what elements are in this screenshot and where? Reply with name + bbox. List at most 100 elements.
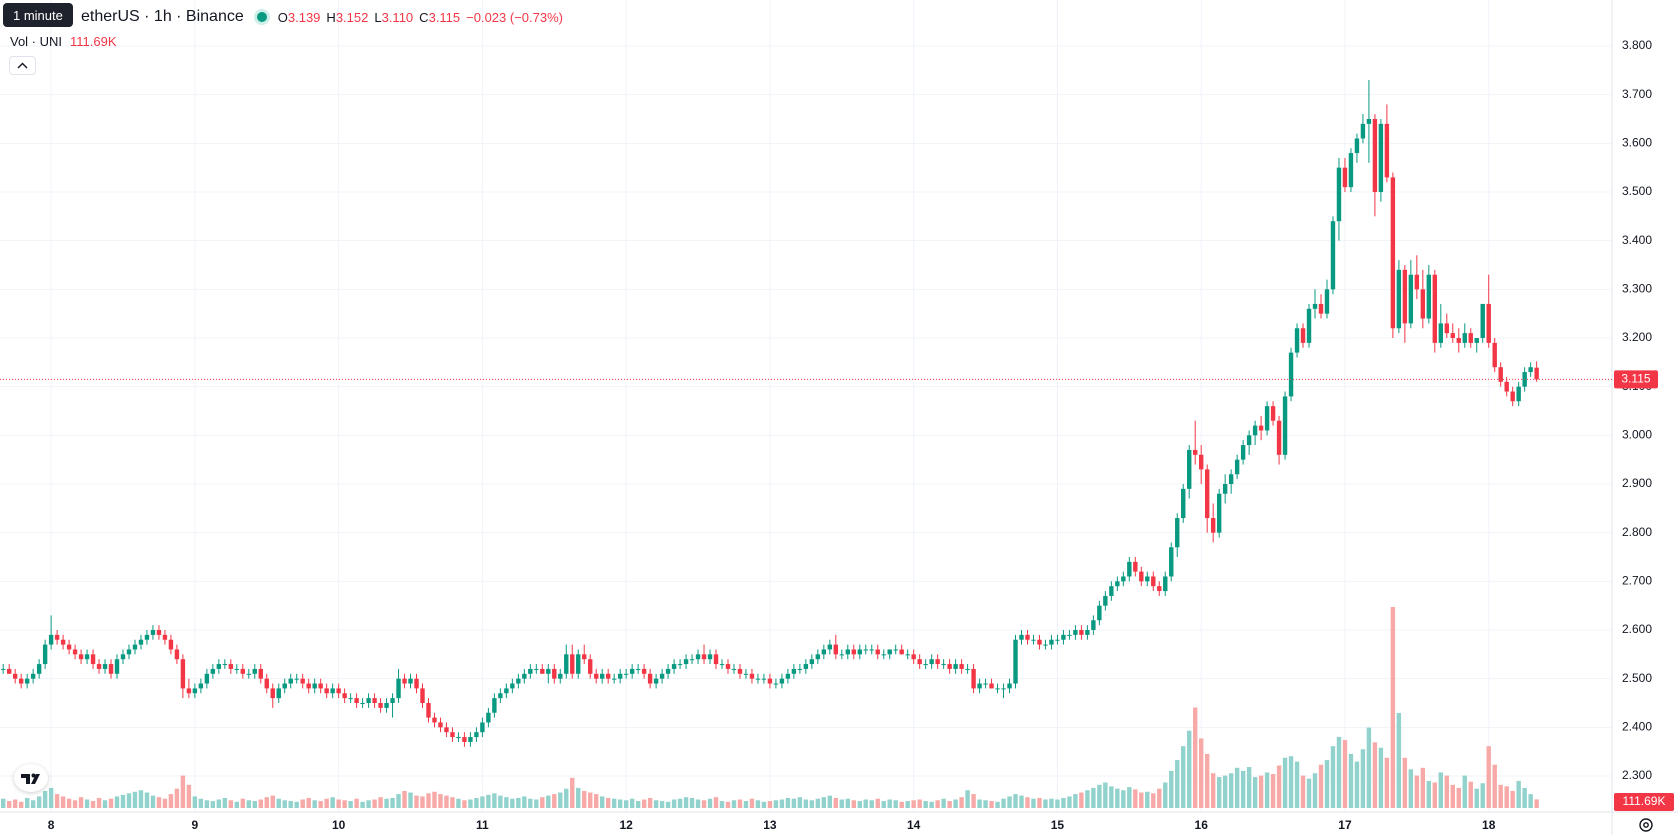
volume-bar bbox=[570, 777, 575, 808]
candle-body bbox=[1, 668, 6, 670]
volume-bar bbox=[330, 797, 335, 808]
volume-bar bbox=[1336, 736, 1342, 808]
volume-bar bbox=[414, 795, 419, 808]
collapse-button[interactable] bbox=[9, 56, 36, 75]
candle-body bbox=[1474, 338, 1479, 343]
volume-bar bbox=[408, 792, 413, 808]
volume-bar bbox=[468, 799, 473, 808]
volume-bar bbox=[725, 801, 731, 808]
candle-body bbox=[528, 668, 533, 674]
volume-bar bbox=[1276, 765, 1282, 808]
candle-body bbox=[6, 668, 12, 674]
y-tick-label: 3.300 bbox=[1622, 282, 1652, 296]
volume-bar bbox=[1103, 782, 1108, 808]
candle-body bbox=[1342, 167, 1348, 188]
candle-body bbox=[216, 664, 222, 669]
volume-bar bbox=[1210, 773, 1216, 808]
change: −0.023 (−0.73%) bbox=[466, 9, 563, 25]
candle-body bbox=[1312, 303, 1318, 309]
candle-body bbox=[1127, 561, 1132, 577]
volume-bar bbox=[983, 800, 988, 808]
volume-bar bbox=[1043, 799, 1048, 808]
volume-bar bbox=[959, 797, 964, 808]
volume-bar bbox=[1504, 786, 1509, 808]
candle-body bbox=[1504, 381, 1509, 392]
volume-bar bbox=[923, 801, 928, 808]
candle-body bbox=[1240, 445, 1246, 460]
volume-bar bbox=[1091, 787, 1096, 808]
last-price-label: 3.115 bbox=[1621, 372, 1650, 386]
candle-body bbox=[1067, 634, 1072, 636]
candle-body bbox=[911, 654, 916, 660]
volume-bar bbox=[677, 798, 683, 808]
candle-body bbox=[1270, 406, 1276, 421]
candle-body bbox=[965, 668, 970, 670]
volume-bar bbox=[1360, 749, 1366, 808]
candle-body bbox=[570, 654, 575, 674]
candle-body bbox=[1432, 274, 1438, 343]
candle-body bbox=[1043, 644, 1048, 646]
candle-body bbox=[534, 668, 539, 670]
volume-bar bbox=[881, 801, 886, 808]
volume-bar bbox=[1133, 789, 1138, 808]
candle-body bbox=[1264, 406, 1270, 431]
candle-body bbox=[1061, 634, 1066, 640]
candle-body bbox=[354, 698, 359, 703]
candle-body bbox=[456, 737, 461, 739]
volume-bar bbox=[1240, 770, 1246, 808]
candle-body bbox=[701, 654, 707, 660]
candle-body bbox=[300, 678, 305, 684]
c-label: C bbox=[419, 9, 429, 25]
volume-value: 111.69K bbox=[70, 33, 117, 49]
volume-bar bbox=[12, 799, 18, 808]
candle-body bbox=[1348, 153, 1354, 188]
candle-body bbox=[444, 727, 449, 733]
volume-bar bbox=[665, 801, 671, 808]
candle-body bbox=[150, 630, 156, 635]
candle-body bbox=[1426, 274, 1432, 319]
candle-body bbox=[851, 649, 856, 655]
candle-body bbox=[1438, 323, 1443, 343]
volume-bar bbox=[743, 801, 749, 808]
x-tick-label: 9 bbox=[192, 818, 199, 832]
candle-body bbox=[629, 668, 635, 674]
candle-body bbox=[492, 698, 497, 713]
volume-bar bbox=[875, 798, 880, 808]
volume-bar bbox=[1187, 730, 1192, 808]
candle-body bbox=[1157, 586, 1162, 592]
volume-bar bbox=[1079, 792, 1084, 808]
volume-bar bbox=[1318, 764, 1324, 808]
candle-body bbox=[330, 688, 335, 694]
volume-bar bbox=[1001, 798, 1006, 808]
candle-body bbox=[827, 644, 833, 650]
candle-body bbox=[276, 688, 281, 699]
volume-bar bbox=[78, 797, 84, 808]
candle-body bbox=[18, 678, 24, 684]
volume-bar bbox=[1228, 773, 1234, 808]
candle-body bbox=[1258, 425, 1264, 431]
volume-bar bbox=[192, 796, 198, 808]
candle-body bbox=[1199, 454, 1204, 470]
candle-body bbox=[1133, 561, 1138, 572]
candle-body bbox=[899, 649, 904, 655]
candle-body bbox=[749, 673, 755, 679]
tradingview-logo[interactable] bbox=[14, 764, 48, 792]
volume-bar bbox=[294, 801, 299, 808]
volume-bar bbox=[510, 798, 515, 808]
candle-body bbox=[264, 678, 269, 689]
candle-body bbox=[995, 688, 1000, 690]
h-value: 3.152 bbox=[335, 9, 369, 25]
settings-icon[interactable] bbox=[1636, 815, 1656, 835]
volume-bar bbox=[929, 801, 934, 808]
volume-bar bbox=[132, 791, 138, 808]
volume-bar bbox=[845, 798, 850, 808]
candle-body bbox=[947, 664, 952, 669]
symbol[interactable]: etherUS · 1h · Binance bbox=[81, 8, 244, 25]
candle-body bbox=[1246, 435, 1252, 446]
candle-body bbox=[96, 664, 102, 669]
candle-body bbox=[989, 683, 994, 689]
candle-body bbox=[516, 678, 521, 684]
volume-bar bbox=[1270, 773, 1276, 808]
volume-bar bbox=[246, 800, 251, 808]
